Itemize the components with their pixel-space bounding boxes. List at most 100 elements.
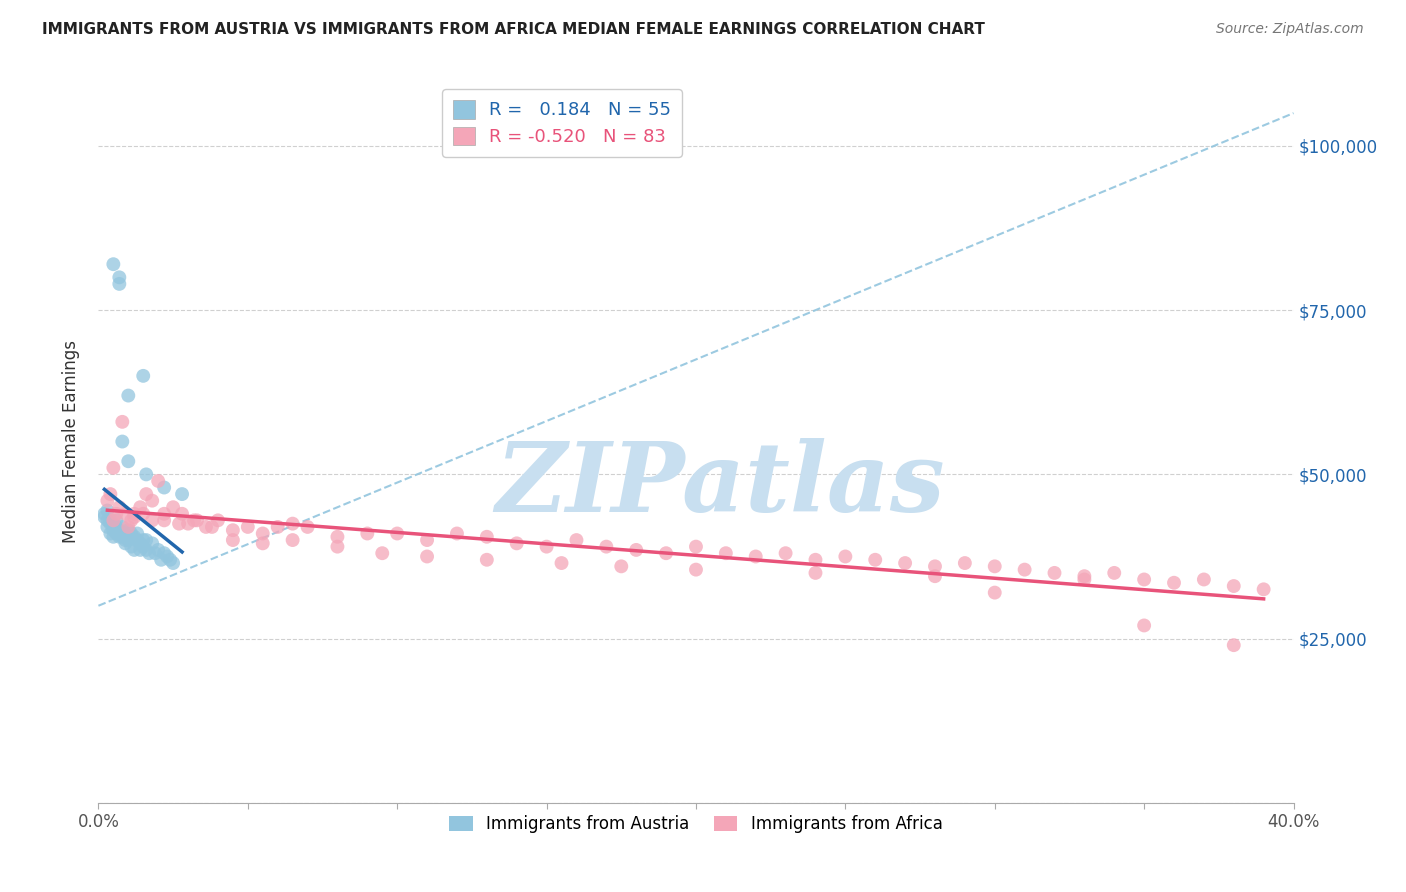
Point (159, 553, 181, 567)
Point (103, 516, 125, 531)
Point (416, 549, 439, 564)
Point (117, 454, 139, 468)
Point (124, 542, 146, 557)
Point (108, 523, 131, 537)
Point (626, 542, 648, 557)
Point (1073, 569, 1095, 583)
Point (108, 530, 131, 544)
Point (103, 530, 125, 544)
Point (1253, 582, 1275, 597)
Point (141, 536, 163, 550)
Point (207, 513, 229, 527)
Y-axis label: Median Female Earnings: Median Female Earnings (62, 340, 80, 543)
Point (685, 563, 707, 577)
Point (120, 526, 142, 541)
Point (775, 546, 797, 560)
Point (1133, 573, 1156, 587)
Point (1133, 618, 1156, 632)
Point (98, 487, 122, 501)
Point (475, 530, 498, 544)
Point (475, 553, 498, 567)
Point (201, 520, 224, 534)
Point (150, 553, 173, 567)
Point (129, 536, 152, 550)
Point (153, 546, 176, 560)
Point (105, 526, 128, 541)
Point (804, 566, 827, 580)
Point (156, 549, 179, 564)
Point (138, 546, 160, 560)
Point (135, 487, 157, 501)
Point (98, 526, 122, 541)
Point (281, 533, 304, 547)
Point (183, 513, 205, 527)
Point (129, 542, 152, 557)
Point (141, 493, 163, 508)
Text: IMMIGRANTS FROM AUSTRIA VS IMMIGRANTS FROM AFRICA MEDIAN FEMALE EARNINGS CORRELA: IMMIGRANTS FROM AUSTRIA VS IMMIGRANTS FR… (42, 22, 986, 37)
Point (595, 540, 617, 554)
Point (120, 513, 142, 527)
Point (135, 533, 157, 547)
Point (148, 474, 170, 488)
Point (124, 507, 146, 521)
Point (111, 520, 134, 534)
Point (108, 270, 131, 285)
Point (108, 277, 131, 291)
Point (114, 526, 136, 541)
Point (108, 500, 131, 515)
Point (96, 513, 118, 527)
Point (550, 556, 572, 570)
Point (281, 516, 304, 531)
Point (924, 559, 946, 574)
Point (114, 533, 136, 547)
Point (103, 513, 125, 527)
Point (865, 553, 887, 567)
Point (98, 516, 122, 531)
Point (326, 530, 349, 544)
Point (1163, 575, 1185, 590)
Point (326, 540, 349, 554)
Point (984, 559, 1007, 574)
Point (153, 513, 176, 527)
Point (186, 513, 208, 527)
Point (804, 553, 827, 567)
Point (132, 507, 155, 521)
Point (117, 533, 139, 547)
Point (135, 542, 157, 557)
Point (1104, 566, 1126, 580)
Point (1223, 579, 1246, 593)
Point (834, 549, 856, 564)
Point (132, 368, 155, 383)
Point (117, 523, 139, 537)
Point (153, 481, 176, 495)
Point (894, 556, 917, 570)
Point (172, 487, 194, 501)
Point (105, 520, 128, 534)
Point (162, 500, 184, 515)
Point (114, 536, 136, 550)
Point (124, 530, 146, 544)
Point (685, 540, 707, 554)
Point (111, 526, 134, 541)
Point (236, 520, 259, 534)
Point (117, 388, 139, 402)
Point (297, 520, 319, 534)
Point (111, 434, 134, 449)
Point (506, 536, 529, 550)
Point (129, 500, 152, 515)
Point (132, 533, 155, 547)
Point (356, 526, 378, 541)
Point (117, 520, 139, 534)
Point (195, 520, 218, 534)
Point (416, 533, 439, 547)
Point (610, 559, 633, 574)
Point (565, 533, 588, 547)
Point (143, 546, 166, 560)
Legend: Immigrants from Austria, Immigrants from Africa: Immigrants from Austria, Immigrants from… (441, 806, 950, 841)
Text: ZIPatlas: ZIPatlas (495, 438, 945, 532)
Point (1223, 638, 1246, 652)
Point (924, 569, 946, 583)
Point (132, 540, 155, 554)
Point (222, 523, 245, 537)
Point (162, 556, 184, 570)
